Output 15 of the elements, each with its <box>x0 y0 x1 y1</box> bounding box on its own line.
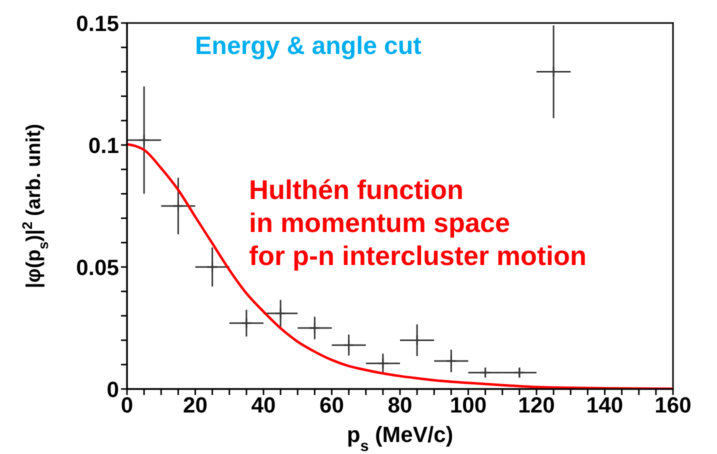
x-tick-label: 20 <box>183 392 208 418</box>
x-tick-label: 100 <box>450 392 487 418</box>
y-tick-label: 0.05 <box>76 254 119 280</box>
series-label: Hulthén function in momentum space for p-n intercluster motion <box>249 175 586 271</box>
x-tick-label: 40 <box>251 392 276 418</box>
x-axis-title: p$_{s}$ (MeV/c) <box>346 422 454 454</box>
x-tick-label: 80 <box>388 392 412 418</box>
x-tick-label: 160 <box>654 392 692 418</box>
x-tick-label: 120 <box>518 392 555 418</box>
y-tick-label: 0.1 <box>88 132 119 158</box>
x-tick-label: 60 <box>320 392 344 418</box>
y-tick-label: 0.15 <box>76 10 119 36</box>
y-tick-label: 0 <box>106 376 119 402</box>
x-tick-label: 140 <box>586 392 624 418</box>
annotation: Energy & angle cut <box>195 32 422 60</box>
